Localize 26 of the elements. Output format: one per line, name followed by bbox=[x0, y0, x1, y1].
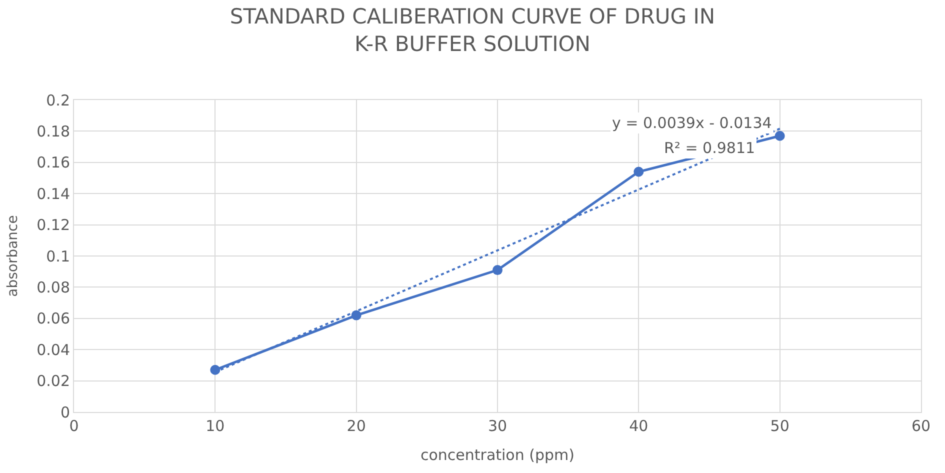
x-tick-label: 40 bbox=[629, 417, 648, 435]
y-tick-label: 0.14 bbox=[36, 184, 70, 203]
y-tick-label: 0.08 bbox=[36, 278, 70, 296]
y-tick-label: 0 bbox=[60, 403, 70, 422]
y-tick-label: 0.16 bbox=[36, 154, 70, 172]
x-tick-label: 50 bbox=[770, 417, 790, 435]
y-axis-title: absorbance bbox=[5, 215, 22, 297]
y-tick-label: 0.1 bbox=[46, 247, 70, 266]
x-tick-label: 60 bbox=[911, 417, 931, 435]
y-tick-label: 0.02 bbox=[36, 372, 70, 390]
x-tick-label: 30 bbox=[488, 417, 508, 435]
y-tick-label: 0.12 bbox=[36, 216, 70, 234]
annotation: y = 0.0039x - 0.0134 bbox=[612, 114, 772, 132]
y-tick-label: 0.18 bbox=[36, 122, 70, 140]
x-axis-title: concentration (ppm) bbox=[420, 446, 575, 464]
y-tick-label: 0.2 bbox=[46, 91, 70, 110]
y-tick-label: 0.06 bbox=[36, 310, 70, 328]
point bbox=[634, 166, 644, 177]
point bbox=[492, 265, 502, 276]
point bbox=[210, 364, 220, 375]
y-tick-label: 0.04 bbox=[36, 340, 70, 359]
point bbox=[774, 130, 785, 141]
annotation: R² = 0.9811 bbox=[664, 139, 756, 157]
chart-title: STANDARD CALIBERATION CURVE OF DRUG IN K-R BUFFER SOLUTION bbox=[230, 4, 716, 56]
x-tick-label: 20 bbox=[346, 417, 366, 435]
x-tick-label: 10 bbox=[206, 417, 225, 435]
